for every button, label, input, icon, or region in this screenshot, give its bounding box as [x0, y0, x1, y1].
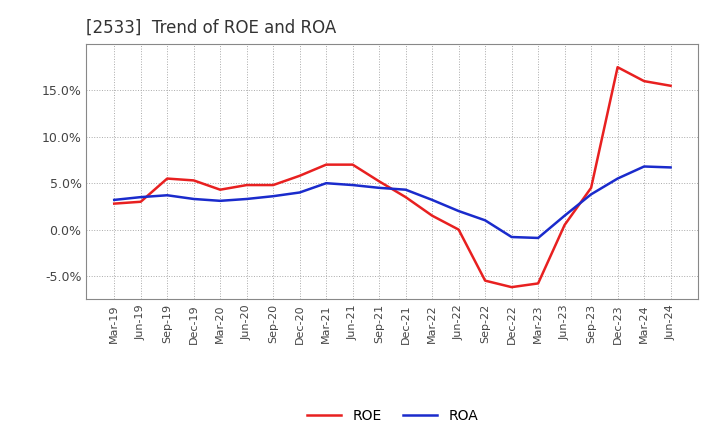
ROA	[110, 197, 119, 202]
ROE	[375, 179, 384, 184]
ROE	[269, 183, 277, 188]
ROE	[136, 199, 145, 205]
ROA	[243, 196, 251, 202]
ROE	[454, 227, 463, 232]
ROA	[375, 185, 384, 191]
Legend: ROE, ROA: ROE, ROA	[301, 403, 484, 428]
ROE	[613, 65, 622, 70]
ROE	[640, 78, 649, 84]
ROA	[508, 235, 516, 240]
ROA	[666, 165, 675, 170]
ROE	[481, 278, 490, 283]
ROA	[640, 164, 649, 169]
ROE	[295, 173, 304, 178]
ROA	[163, 193, 171, 198]
ROA	[481, 218, 490, 223]
ROE	[401, 194, 410, 200]
ROE	[163, 176, 171, 181]
ROA	[269, 194, 277, 199]
ROE	[560, 222, 569, 227]
ROE	[587, 185, 595, 191]
ROA	[428, 197, 436, 202]
ROE	[110, 201, 119, 206]
ROA	[534, 235, 542, 241]
ROA	[295, 190, 304, 195]
ROA	[322, 180, 330, 186]
ROA	[454, 209, 463, 214]
ROE	[508, 285, 516, 290]
ROA	[560, 213, 569, 218]
Text: [2533]  Trend of ROE and ROA: [2533] Trend of ROE and ROA	[86, 19, 337, 37]
ROE	[322, 162, 330, 167]
ROA	[613, 176, 622, 181]
ROA	[216, 198, 225, 203]
ROA	[189, 196, 198, 202]
ROA	[587, 192, 595, 197]
ROE	[348, 162, 357, 167]
ROA	[136, 194, 145, 200]
ROE	[666, 83, 675, 88]
ROA	[348, 183, 357, 188]
ROE	[243, 183, 251, 188]
ROE	[428, 213, 436, 218]
ROE	[216, 187, 225, 192]
Line: ROE: ROE	[114, 67, 670, 287]
ROE	[534, 281, 542, 286]
Line: ROA: ROA	[114, 166, 670, 238]
ROE	[189, 178, 198, 183]
ROA	[401, 187, 410, 192]
